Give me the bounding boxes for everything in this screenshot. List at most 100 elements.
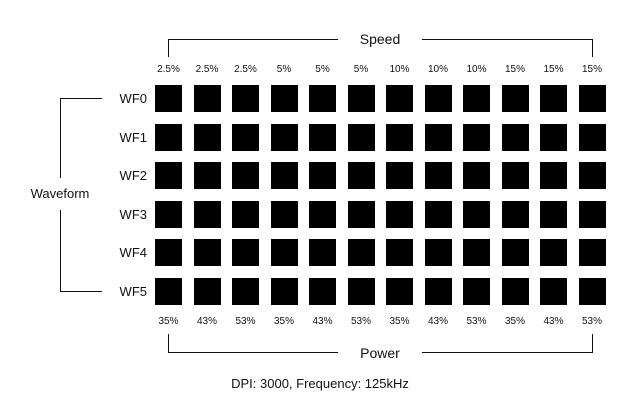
power-label: 53% (581, 316, 602, 327)
power-label: 53% (235, 316, 256, 327)
power-label: 35% (273, 316, 294, 327)
test-square (463, 277, 490, 305)
waveform-bracket-bottom-tick (60, 291, 102, 292)
test-square (540, 123, 567, 151)
test-square (347, 277, 375, 305)
speed-label: 10% (466, 64, 487, 75)
power-bracket-left-line (168, 352, 338, 353)
test-square (232, 277, 259, 305)
test-square (309, 239, 336, 266)
test-square (501, 123, 529, 151)
speed-label: 2.5% (234, 64, 257, 75)
test-square (193, 162, 221, 189)
test-square (424, 162, 452, 189)
speed-label: 15% (581, 64, 602, 75)
test-square (578, 162, 606, 189)
power-label: 43% (312, 316, 333, 327)
test-square (463, 162, 490, 189)
test-square (347, 239, 375, 266)
test-square (232, 239, 259, 266)
test-square (501, 200, 529, 228)
waveform-label: WF1 (119, 129, 147, 145)
speed-label: 15% (504, 64, 525, 75)
test-square (193, 200, 221, 228)
test-square (501, 239, 529, 266)
test-square (232, 85, 259, 112)
power-bracket-right-tick (592, 334, 593, 353)
test-square (578, 239, 606, 266)
waveform-bracket-lower-line (60, 210, 61, 292)
power-bracket-right-line (422, 352, 593, 353)
test-square (540, 162, 567, 189)
speed-label: 10% (389, 64, 410, 75)
settings-caption: DPI: 3000, Frequency: 125kHz (231, 376, 409, 391)
power-label: 43% (427, 316, 448, 327)
speed-label: 5% (276, 64, 292, 75)
waveform-bracket-top-tick (60, 98, 102, 99)
test-square (347, 162, 375, 189)
waveform-label: WF0 (119, 91, 147, 106)
speed-label: 5% (315, 64, 330, 75)
test-square (155, 123, 182, 151)
test-square (540, 200, 567, 228)
test-square (501, 162, 529, 189)
test-square (270, 277, 298, 305)
test-square (309, 123, 336, 151)
test-square (270, 162, 298, 189)
test-square (193, 239, 221, 266)
test-square (424, 277, 452, 305)
speed-bracket-left-line (168, 39, 338, 40)
test-square (270, 239, 298, 266)
speed-label: 10% (427, 64, 448, 75)
test-square (193, 277, 221, 305)
power-label: 53% (350, 316, 371, 327)
waveform-label: WF5 (119, 283, 147, 299)
speed-label: 2.5% (157, 64, 180, 75)
test-square (386, 200, 413, 228)
power-axis-title: Power (360, 345, 400, 361)
waveform-axis-title: Waveform (30, 186, 90, 201)
test-square (463, 200, 490, 228)
test-square (386, 277, 413, 305)
test-square (193, 85, 221, 112)
test-square (463, 239, 490, 266)
test-square (309, 85, 336, 112)
test-square (501, 85, 529, 112)
test-square (463, 85, 490, 112)
power-label: 43% (196, 316, 217, 327)
test-square (424, 200, 452, 228)
test-square (424, 123, 452, 151)
speed-bracket-left-tick (168, 39, 169, 57)
test-square (424, 239, 452, 266)
waveform-label: WF2 (119, 168, 147, 183)
test-square (155, 85, 182, 112)
test-square (347, 85, 375, 112)
test-square (578, 200, 606, 228)
test-square (501, 277, 529, 305)
test-square (540, 239, 567, 266)
test-square (463, 123, 490, 151)
test-square (424, 85, 452, 112)
power-label: 53% (466, 316, 487, 327)
test-square (193, 123, 221, 151)
test-square (270, 123, 298, 151)
test-square (386, 85, 413, 112)
test-square (270, 85, 298, 112)
test-square (386, 239, 413, 266)
speed-label: 2.5% (195, 64, 219, 75)
test-square (347, 123, 375, 151)
test-square (155, 200, 182, 228)
power-label: 43% (543, 316, 564, 327)
test-square (232, 162, 259, 189)
test-square (309, 162, 336, 189)
waveform-label: WF3 (119, 206, 147, 222)
test-square (578, 277, 606, 305)
power-label: 35% (389, 316, 410, 327)
test-square (155, 162, 182, 189)
test-square (347, 200, 375, 228)
test-square (270, 200, 298, 228)
power-bracket-left-tick (168, 334, 169, 353)
waveform-bracket-upper-line (60, 98, 61, 178)
speed-bracket-right-line (422, 39, 593, 40)
test-square (232, 123, 259, 151)
